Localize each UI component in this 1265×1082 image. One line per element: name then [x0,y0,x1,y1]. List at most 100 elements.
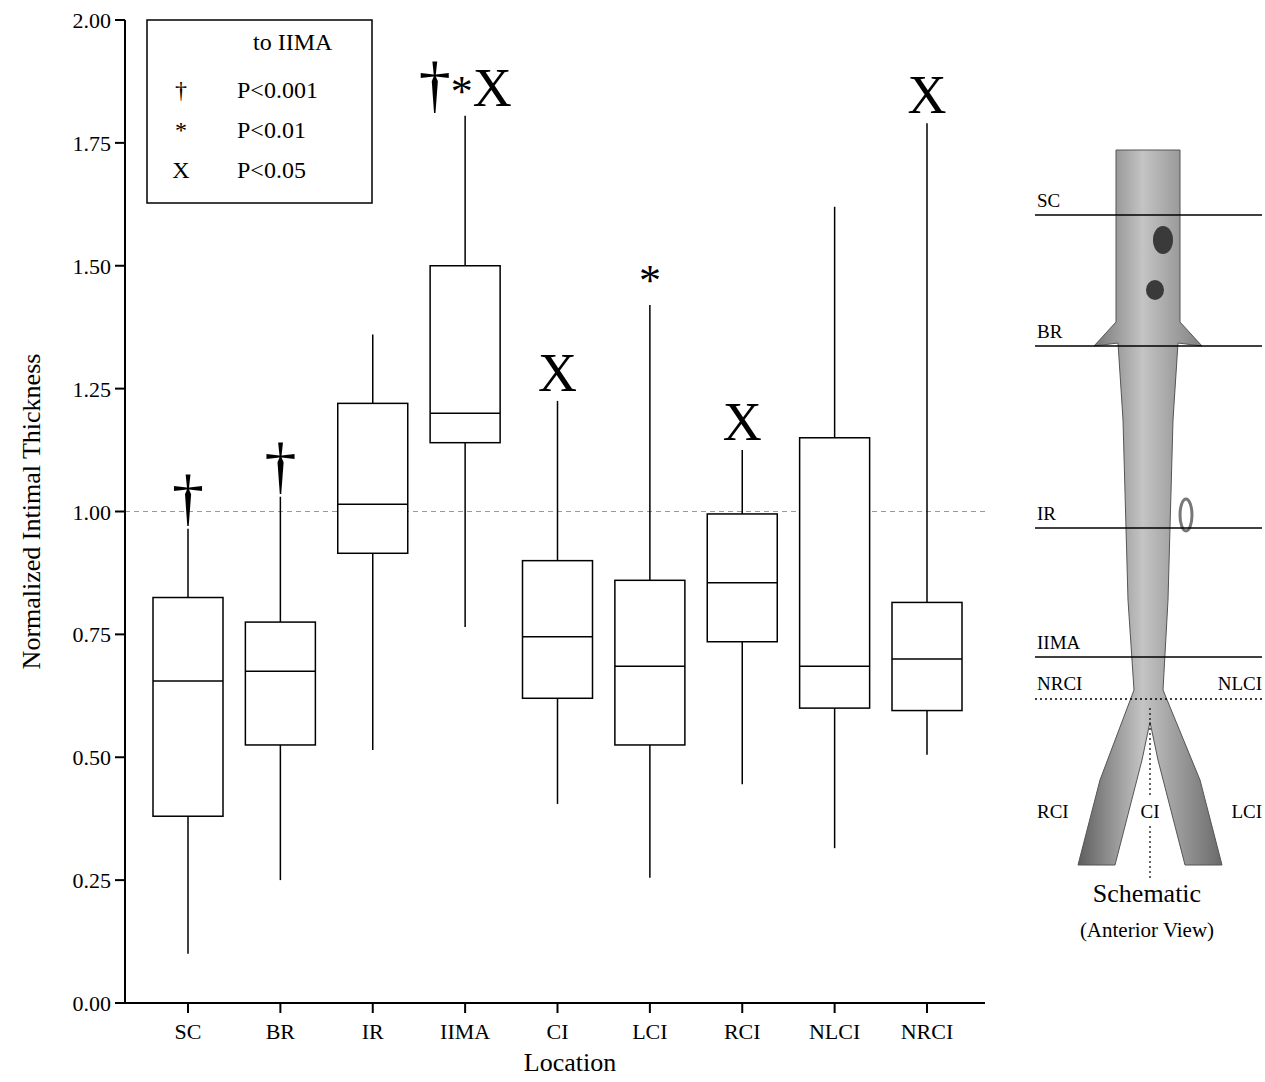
y-tick [115,19,125,21]
x-tick [279,1003,281,1013]
lower-whisker [464,443,466,627]
y-tick [115,879,125,881]
level-label: IR [1037,503,1056,524]
upper-whisker [834,207,836,438]
x-tick-label: LCI [632,1019,667,1044]
branch-label: CI [1141,801,1160,822]
box [707,514,777,642]
x-tick [741,1003,743,1013]
significance-marker: † [172,462,204,533]
lower-whisker [187,816,189,954]
upper-whisker [464,116,466,266]
legend-label: P<0.001 [237,77,318,103]
x-tick-label: SC [175,1019,202,1044]
lower-whisker [280,745,282,880]
box [338,403,408,553]
y-tick [115,265,125,267]
marker-char: * [451,67,473,116]
level-line [1035,656,1262,658]
y-tick-label: 0.50 [73,745,112,770]
level-label: IIMA [1037,632,1081,653]
figure: 0.000.250.500.751.001.251.501.752.00SCBR… [0,0,1265,1082]
dotted-level [1035,698,1262,700]
y-tick [115,388,125,390]
median [153,680,223,682]
y-tick-label: 0.25 [73,868,112,893]
vessel-spot [1146,280,1164,300]
x-tick [372,1003,374,1013]
box [153,598,223,817]
significance-marker: * [639,256,661,305]
median [707,582,777,584]
upper-whisker [649,305,651,580]
boxes [153,116,962,954]
lower-whisker [742,642,744,785]
significance-marker: X [723,392,762,452]
median [245,670,315,672]
schematic-subtitle: (Anterior View) [1080,918,1214,942]
significance-marker: † [264,430,296,501]
x-tick [649,1003,651,1013]
upper-whisker [926,123,928,602]
lower-whisker [372,553,374,750]
marker-char: X [723,392,762,452]
marker-char: X [538,343,577,403]
x-tick [834,1003,836,1013]
level-label: SC [1037,190,1060,211]
y-tick-label: 1.50 [73,254,112,279]
y-tick [115,756,125,758]
y-tick [115,633,125,635]
x-tick-label: IR [362,1019,384,1044]
x-tick-label: NLCI [809,1019,860,1044]
y-tick-label: 0.00 [73,991,112,1016]
x-axis-title: Location [524,1048,616,1077]
box [892,602,962,710]
significance-marker: †*X [419,49,512,120]
legend-symbol: † [175,77,187,103]
vessel [1078,150,1222,865]
level-label: NRCI [1037,673,1082,694]
lower-whisker [834,708,836,848]
level-label: BR [1037,321,1063,342]
level-label: NLCI [1218,673,1262,694]
box [245,622,315,745]
center-line [1149,826,1150,880]
legend-label: P<0.01 [237,117,306,143]
median [800,666,870,668]
marker-char: † [172,462,204,533]
marker-char: X [908,65,947,125]
level-line [1035,527,1262,529]
y-tick-label: 1.25 [73,377,112,402]
upper-whisker [372,335,374,404]
schematic-title: Schematic [1093,879,1201,908]
level-line [1035,214,1262,216]
x-tick [557,1003,559,1013]
marker-char: X [473,58,512,118]
branch-label: LCI [1231,801,1262,822]
x-axis [125,1002,985,1004]
y-tick-label: 2.00 [73,8,112,33]
legend-symbol: * [175,117,187,143]
vessel-spot [1153,226,1173,254]
median [430,412,500,414]
box [430,266,500,443]
schematic: SCBRIRIIMANRCINLCIRCICILCISchematic(Ante… [1035,150,1262,942]
center-line [1149,708,1150,798]
median [523,636,593,638]
significance-marker: X [908,65,947,125]
box [800,438,870,708]
y-axis-title: Normalized Intimal Thickness [17,354,46,670]
y-tick-label: 0.75 [73,622,112,647]
y-tick-label: 1.75 [73,131,112,156]
legend-symbol: X [172,157,189,183]
significance-marker: X [538,343,577,403]
lower-whisker [557,698,559,804]
median [615,666,685,668]
level-line [1035,345,1262,347]
x-tick-label: CI [547,1019,569,1044]
box [523,561,593,699]
upper-whisker [187,529,189,598]
legend-label: P<0.05 [237,157,306,183]
legend-box [147,20,372,203]
median [338,503,408,505]
